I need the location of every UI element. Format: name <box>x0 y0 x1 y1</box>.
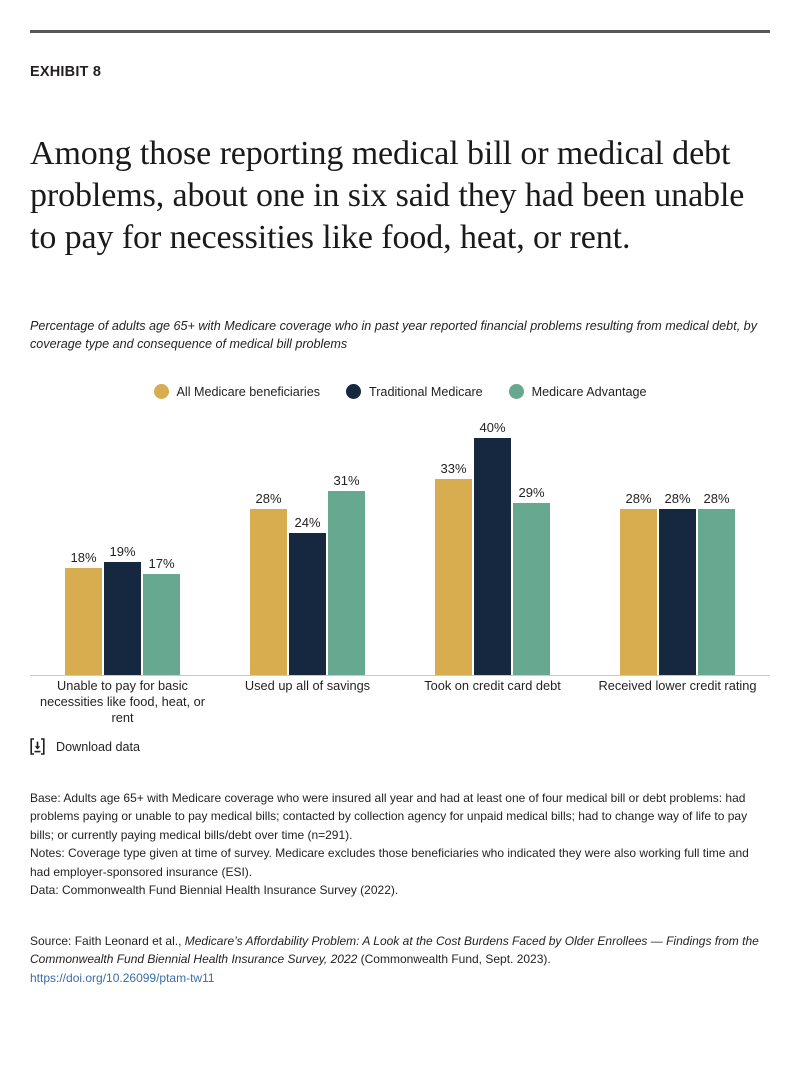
bar[interactable] <box>620 509 657 675</box>
chart-subtitle: Percentage of adults age 65+ with Medica… <box>30 319 757 351</box>
bar[interactable] <box>513 503 550 675</box>
page-title: Among those reporting medical bill or me… <box>30 134 745 256</box>
bar-value-label: 18% <box>70 550 97 565</box>
chart-category-axis: Unable to pay for basic necessities like… <box>30 678 770 726</box>
legend-label: Medicare Advantage <box>531 384 647 399</box>
legend-swatch-circle-icon <box>346 384 362 399</box>
chart-notes-block: Base: Adults age 65+ with Medicare cover… <box>30 789 760 899</box>
category-axis-label: Received lower credit rating <box>598 678 757 693</box>
legend-label: All Medicare beneficiaries <box>176 384 321 399</box>
notes-notes: Notes: Coverage type given at time of su… <box>30 846 749 879</box>
bar-value-label: 29% <box>518 485 545 500</box>
bar[interactable] <box>104 562 141 675</box>
download-icon <box>30 738 45 755</box>
bar[interactable] <box>435 479 472 675</box>
download-data-label: Download data <box>56 739 141 754</box>
bar[interactable] <box>659 509 696 675</box>
bar-group: 33% 40% 29% <box>400 414 585 675</box>
bar-value-label: 28% <box>703 491 730 506</box>
bar[interactable] <box>250 509 287 675</box>
bar-slot: 40% <box>474 414 511 675</box>
bar-slot: 28% <box>659 414 696 675</box>
bar-value-label: 17% <box>148 556 175 571</box>
notes-data: Data: Commonwealth Fund Biennial Health … <box>30 883 399 898</box>
chart-plot-area: 18% 19% 17% 28% 24% 31% 33% 40% 29% 28% 28% 28% <box>30 414 770 676</box>
legend-swatch-circle-icon <box>508 384 524 399</box>
category-axis-label: Used up all of savings <box>244 678 371 693</box>
bar[interactable] <box>474 438 511 675</box>
bar-value-label: 24% <box>294 515 321 530</box>
legend-item-all-medicare-beneficiaries[interactable]: All Medicare beneficiaries <box>153 384 321 399</box>
category-axis-label: Unable to pay for basic necessities like… <box>39 678 206 725</box>
legend-item-traditional-medicare[interactable]: Traditional Medicare <box>346 384 483 399</box>
bar-value-label: 40% <box>479 420 506 435</box>
bar-slot: 33% <box>435 414 472 675</box>
bar-value-label: 28% <box>255 491 282 506</box>
source-citation: Source: Faith Leonard et al., Medicare’s… <box>30 932 760 969</box>
exhibit-number-label: EXHIBIT 8 <box>30 64 102 80</box>
bar-slot: 29% <box>513 414 550 675</box>
bar-group: 28% 28% 28% <box>585 414 770 675</box>
source-suffix: (Commonwealth Fund, Sept. 2023). <box>357 952 551 967</box>
bar-slot: 28% <box>620 414 657 675</box>
bar-group: 18% 19% 17% <box>30 414 215 675</box>
chart-source-block: Source: Faith Leonard et al., Medicare’s… <box>30 932 760 987</box>
grouped-bar-chart: 18% 19% 17% 28% 24% 31% 33% 40% 29% 28% 28% 28% <box>30 414 770 676</box>
notes-base: Base: Adults age 65+ with Medicare cover… <box>30 791 748 842</box>
bar-value-label: 19% <box>109 544 136 559</box>
bar-value-label: 31% <box>333 473 360 488</box>
bar-slot: 28% <box>698 414 735 675</box>
bar-slot: 24% <box>289 414 326 675</box>
download-data-link[interactable]: Download data <box>30 738 140 755</box>
top-divider-rule <box>30 30 770 33</box>
chart-legend: All Medicare beneficiaries Traditional M… <box>30 384 770 399</box>
bar-group: 28% 24% 31% <box>215 414 400 675</box>
source-title: Medicare’s Affordability Problem: A Look… <box>30 934 759 967</box>
source-doi-link[interactable]: https://doi.org/10.26099/ptam-tw11 <box>30 970 215 985</box>
bar[interactable] <box>328 491 365 675</box>
bar-slot: 19% <box>104 414 141 675</box>
bar[interactable] <box>698 509 735 675</box>
bar[interactable] <box>65 568 102 675</box>
bar-slot: 31% <box>328 414 365 675</box>
legend-swatch-circle-icon <box>153 384 169 399</box>
bar-value-label: 28% <box>664 491 691 506</box>
legend-label: Traditional Medicare <box>369 384 483 399</box>
bar[interactable] <box>143 574 180 675</box>
bar-value-label: 33% <box>440 461 467 476</box>
source-prefix: Source: Faith Leonard et al., <box>30 934 185 948</box>
bar-slot: 17% <box>143 414 180 675</box>
bar-slot: 28% <box>250 414 287 675</box>
category-axis-label: Took on credit card debt <box>424 678 561 693</box>
bar[interactable] <box>289 533 326 675</box>
bar-slot: 18% <box>65 414 102 675</box>
bar-value-label: 28% <box>625 491 652 506</box>
legend-item-medicare-advantage[interactable]: Medicare Advantage <box>508 384 647 399</box>
